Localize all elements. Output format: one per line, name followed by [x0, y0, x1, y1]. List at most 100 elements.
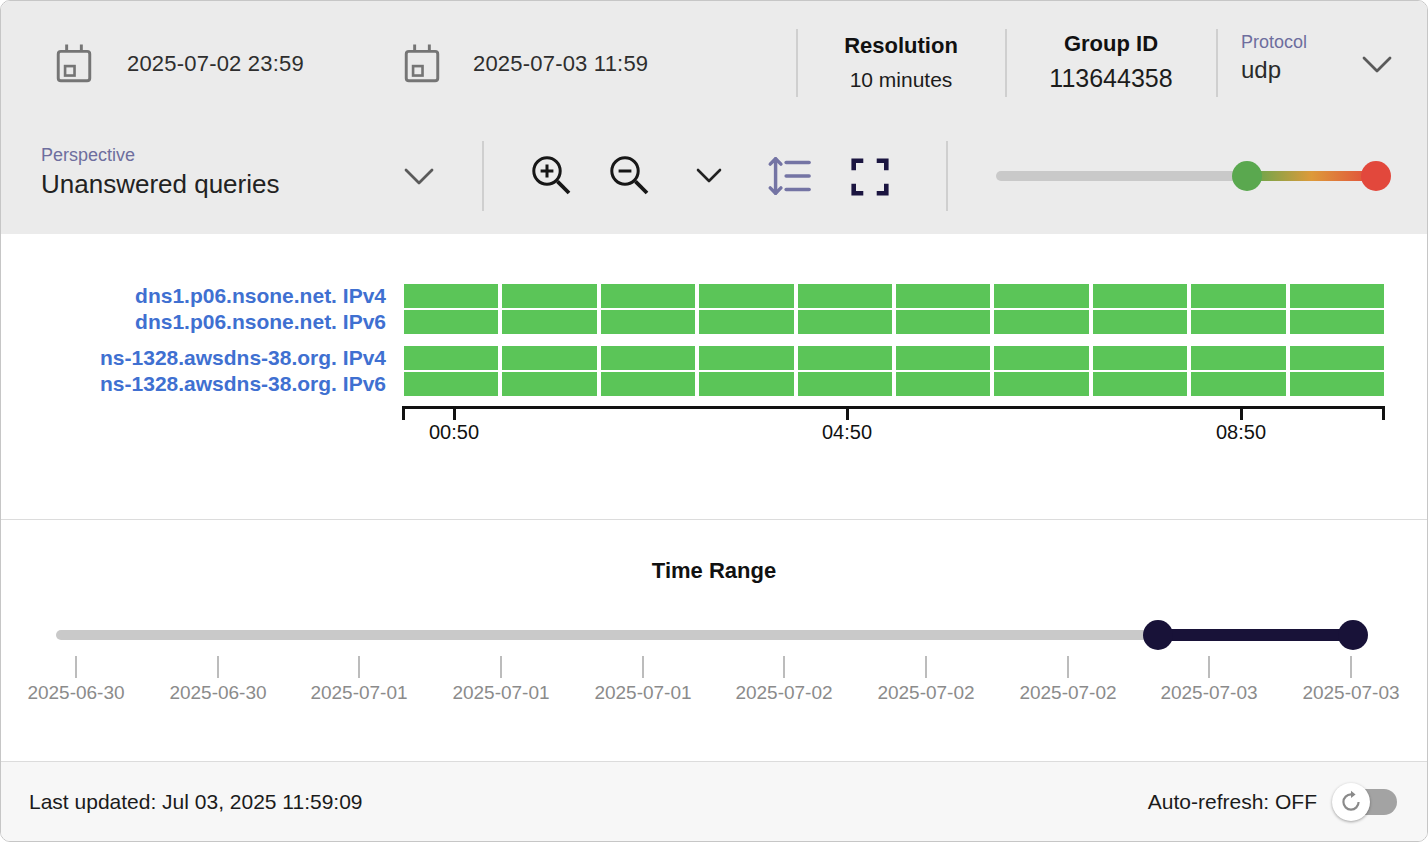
heatmap-row	[404, 284, 1384, 308]
heatmap-row-label[interactable]: ns-1328.awsdns-38.org. IPv6	[1, 372, 386, 396]
end-datetime-picker[interactable]: 2025-07-03 11:59	[401, 41, 648, 87]
heatmap-cell[interactable]	[502, 346, 596, 370]
heatmap-cell[interactable]	[1290, 372, 1384, 396]
zoom-out-icon	[605, 151, 653, 199]
heatmap-cell[interactable]	[404, 310, 498, 334]
zoom-options-chevron[interactable]	[693, 163, 725, 189]
divider	[1005, 29, 1007, 97]
heatmap-cell[interactable]	[601, 310, 695, 334]
chevron-down-icon[interactable]	[1361, 55, 1393, 75]
row-height-button[interactable]	[763, 149, 815, 203]
x-axis-tick	[1240, 406, 1243, 420]
divider	[482, 141, 484, 211]
chevron-down-icon[interactable]	[403, 167, 435, 187]
time-range-tick-label: 2025-07-02	[856, 682, 996, 704]
x-axis-tick	[846, 406, 849, 420]
time-range-tick	[75, 656, 77, 678]
heatmap-cell[interactable]	[699, 346, 793, 370]
x-axis-tick-label: 04:50	[802, 421, 892, 444]
heatmap-row	[404, 346, 1384, 370]
x-axis-tick-label: 00:50	[409, 421, 499, 444]
time-range-tick	[500, 656, 502, 678]
color-scale-slider[interactable]	[996, 171, 1376, 181]
time-range-tick-label: 2025-07-02	[998, 682, 1138, 704]
time-range-tick	[217, 656, 219, 678]
color-scale-low-handle[interactable]	[1232, 161, 1262, 191]
protocol-value: udp	[1241, 55, 1307, 85]
time-range-selected[interactable]	[1158, 629, 1353, 641]
auto-refresh-toggle[interactable]	[1335, 782, 1399, 822]
time-range-start-handle[interactable]	[1143, 620, 1173, 650]
heatmap-cell[interactable]	[601, 372, 695, 396]
heatmap-row-label[interactable]: ns-1328.awsdns-38.org. IPv4	[1, 346, 386, 370]
auto-refresh-label: Auto-refresh: OFF	[1148, 790, 1317, 814]
heatmap-cell[interactable]	[404, 346, 498, 370]
heatmap-cell[interactable]	[404, 372, 498, 396]
zoom-in-icon	[527, 151, 575, 199]
group-id-stat: Group ID 113644358	[1015, 31, 1207, 93]
heatmap-cell[interactable]	[1191, 372, 1285, 396]
heatmap-cell[interactable]	[896, 284, 990, 308]
heatmap-cell[interactable]	[502, 310, 596, 334]
heatmap-cell[interactable]	[994, 372, 1088, 396]
heatmap-cell[interactable]	[502, 372, 596, 396]
heatmap-cell[interactable]	[699, 284, 793, 308]
heatmap-cell[interactable]	[994, 346, 1088, 370]
heatmap-cell[interactable]	[798, 372, 892, 396]
calendar-icon	[53, 41, 95, 87]
heatmap-cell[interactable]	[798, 284, 892, 308]
heatmap-cell[interactable]	[502, 284, 596, 308]
heatmap-cell[interactable]	[1191, 310, 1285, 334]
heatmap-cell[interactable]	[1093, 284, 1187, 308]
heatmap-row-label[interactable]: dns1.p06.nsone.net. IPv4	[1, 284, 386, 308]
heatmap-cell[interactable]	[1290, 346, 1384, 370]
x-axis-tick	[453, 406, 456, 420]
zoom-in-button[interactable]	[523, 147, 579, 203]
heatmap: 00:50 04:50 08:50 dns1.p06.nsone.net. IPv4…	[1, 234, 1427, 519]
heatmap-cell[interactable]	[896, 310, 990, 334]
x-axis-tick-label: 08:50	[1196, 421, 1286, 444]
heatmap-cell[interactable]	[994, 284, 1088, 308]
color-scale-high-handle[interactable]	[1361, 161, 1391, 191]
time-range-tick	[925, 656, 927, 678]
start-datetime-value: 2025-07-02 23:59	[127, 51, 304, 77]
protocol-label: Protocol	[1241, 31, 1307, 53]
heatmap-cell[interactable]	[699, 310, 793, 334]
heatmap-cell[interactable]	[798, 310, 892, 334]
heatmap-row-label[interactable]: dns1.p06.nsone.net. IPv6	[1, 310, 386, 334]
divider	[946, 141, 948, 211]
heatmap-cell[interactable]	[1290, 284, 1384, 308]
start-datetime-picker[interactable]: 2025-07-02 23:59	[53, 41, 304, 87]
heatmap-row	[404, 372, 1384, 396]
heatmap-cell[interactable]	[994, 310, 1088, 334]
refresh-icon	[1338, 789, 1364, 815]
time-range-end-handle[interactable]	[1338, 620, 1368, 650]
heatmap-cell[interactable]	[1191, 284, 1285, 308]
time-range-tick	[1067, 656, 1069, 678]
heatmap-cell[interactable]	[1093, 372, 1187, 396]
heatmap-cell[interactable]	[404, 284, 498, 308]
heatmap-cell[interactable]	[798, 346, 892, 370]
perspective-select[interactable]: Perspective Unanswered queries	[41, 144, 279, 200]
color-scale-gradient	[1247, 171, 1376, 181]
heatmap-cell[interactable]	[1290, 310, 1384, 334]
heatmap-cell[interactable]	[896, 346, 990, 370]
time-range-tick	[1208, 656, 1210, 678]
perspective-value: Unanswered queries	[41, 168, 279, 200]
time-range-tick-label: 2025-07-02	[714, 682, 854, 704]
heatmap-cell[interactable]	[1191, 346, 1285, 370]
heatmap-cell[interactable]	[896, 372, 990, 396]
calendar-icon	[401, 41, 443, 87]
heatmap-cell[interactable]	[601, 346, 695, 370]
resolution-label: Resolution	[806, 33, 996, 59]
heatmap-cell[interactable]	[1093, 346, 1187, 370]
chevron-down-icon	[695, 167, 723, 185]
divider	[1216, 29, 1218, 97]
heatmap-cell[interactable]	[601, 284, 695, 308]
zoom-out-button[interactable]	[601, 147, 657, 203]
heatmap-cell[interactable]	[1093, 310, 1187, 334]
fullscreen-button[interactable]	[844, 151, 896, 203]
heatmap-cell[interactable]	[699, 372, 793, 396]
protocol-select[interactable]: Protocol udp	[1241, 31, 1307, 85]
time-range-tick	[783, 656, 785, 678]
